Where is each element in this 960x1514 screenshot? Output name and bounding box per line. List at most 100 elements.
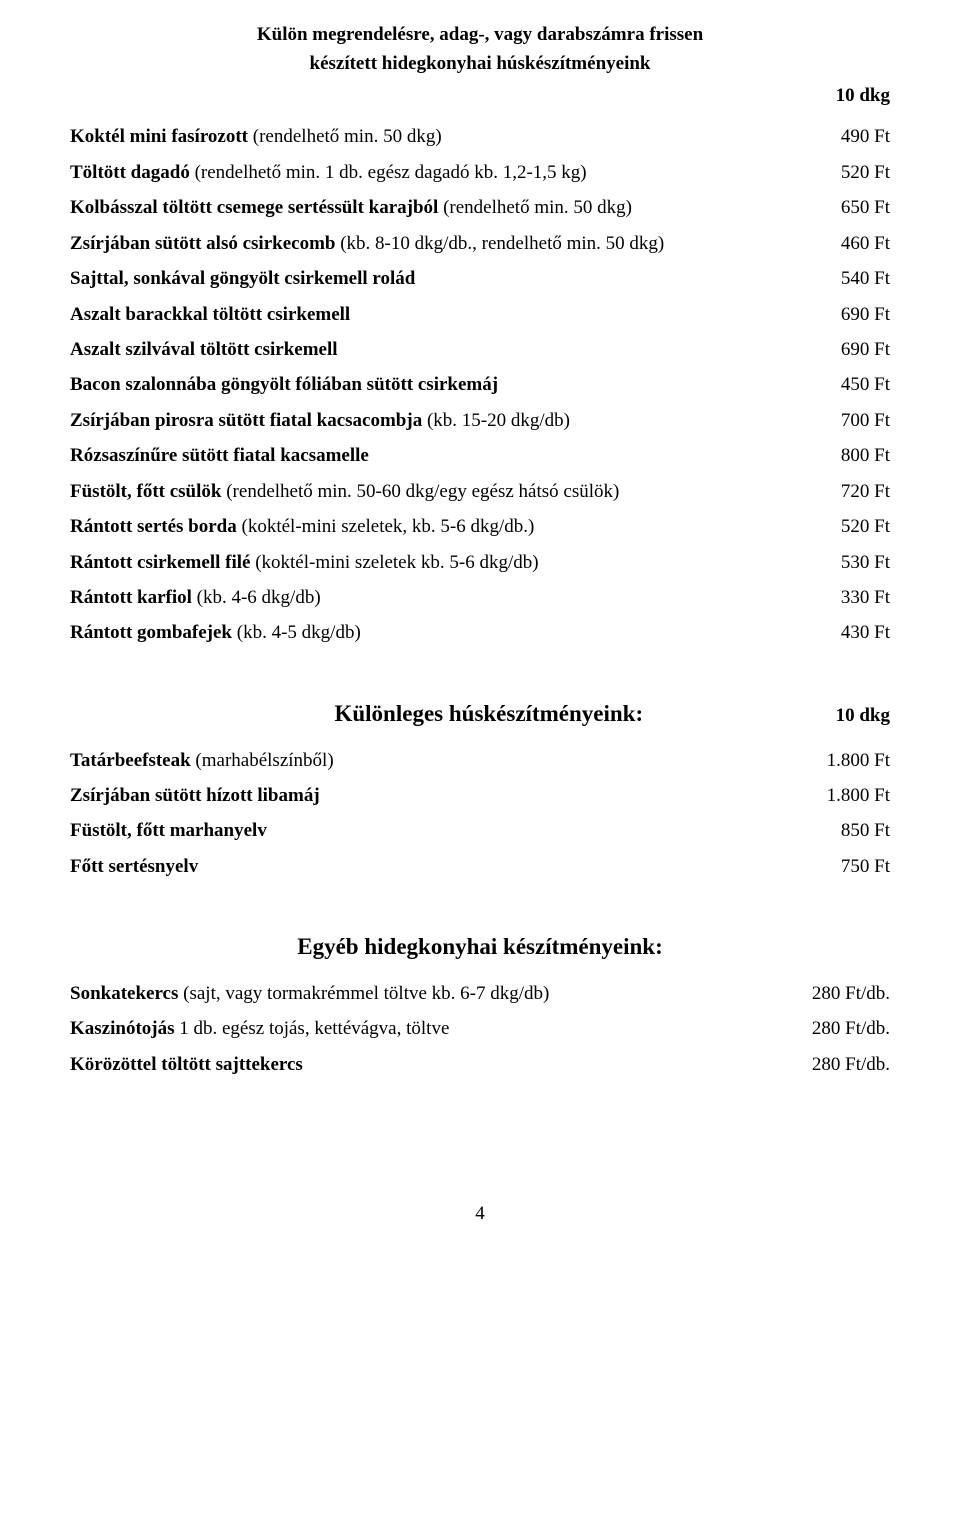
item-price: 530 Ft xyxy=(841,548,890,577)
item-price: 800 Ft xyxy=(841,441,890,470)
heading-line-1: Külön megrendelésre, adag-, vagy darabsz… xyxy=(70,20,890,49)
item-description: Rántott karfiol (kb. 4-6 dkg/db) xyxy=(70,583,841,612)
item-description: Zsírjában pirosra sütött fiatal kacsacom… xyxy=(70,406,841,435)
section3-item-list: Sonkatekercs (sajt, vagy tormakrémmel tö… xyxy=(70,979,890,1079)
item-name: Füstölt, főtt marhanyelv xyxy=(70,820,267,841)
item-description: Koktél mini fasírozott (rendelhető min. … xyxy=(70,122,841,151)
item-name: Kolbásszal töltött csemege sertéssült ka… xyxy=(70,197,438,218)
price-row: Tatárbeefsteak (marhabélszínből)1.800 Ft xyxy=(70,746,890,775)
price-row: Rántott csirkemell filé (koktél-mini sze… xyxy=(70,548,890,577)
item-price: 520 Ft xyxy=(841,158,890,187)
price-row: Rántott sertés borda (koktél-mini szelet… xyxy=(70,512,890,541)
section3-title: Egyéb hidegkonyhai készítményeink: xyxy=(70,929,890,965)
item-price: 750 Ft xyxy=(841,852,890,881)
item-details: (kb. 4-6 dkg/db) xyxy=(192,587,321,608)
item-description: Sajttal, sonkával göngyölt csirkemell ro… xyxy=(70,264,841,293)
item-description: Füstölt, főtt csülök (rendelhető min. 50… xyxy=(70,477,841,506)
item-name: Zsírjában sütött alsó csirkecomb xyxy=(70,233,335,254)
item-name: Rántott csirkemell filé xyxy=(70,552,250,573)
item-description: Zsírjában sütött alsó csirkecomb (kb. 8-… xyxy=(70,229,841,258)
price-row: Kolbásszal töltött csemege sertéssült ka… xyxy=(70,193,890,222)
item-price: 720 Ft xyxy=(841,477,890,506)
section2-title: Különleges húskészítményeink: xyxy=(70,696,836,732)
item-description: Rózsaszínűre sütött fiatal kacsamelle xyxy=(70,441,841,470)
item-price: 1.800 Ft xyxy=(827,781,890,810)
section2-heading: Különleges húskészítményeink: 10 dkg xyxy=(70,696,890,732)
item-details: (rendelhető min. 50 dkg) xyxy=(438,197,632,218)
item-details: (kb. 8-10 dkg/db., rendelhető min. 50 dk… xyxy=(335,233,664,254)
price-row: Aszalt szilvával töltött csirkemell 690 F… xyxy=(70,335,890,364)
main-heading: Külön megrendelésre, adag-, vagy darabsz… xyxy=(70,20,890,110)
item-details: (rendelhető min. 50-60 dkg/egy egész hát… xyxy=(221,481,619,502)
price-row: Főtt sertésnyelv 750 Ft xyxy=(70,852,890,881)
section2-unit: 10 dkg xyxy=(836,701,890,730)
item-name: Aszalt szilvával töltött csirkemell xyxy=(70,339,338,360)
price-row: Koktél mini fasírozott (rendelhető min. … xyxy=(70,122,890,151)
price-row: Rántott gombafejek (kb. 4-5 dkg/db)430 F… xyxy=(70,618,890,647)
item-price: 700 Ft xyxy=(841,406,890,435)
item-details: 1 db. egész tojás, kettévágva, töltve xyxy=(175,1018,450,1039)
price-row: Kaszinótojás 1 db. egész tojás, kettévág… xyxy=(70,1014,890,1043)
item-name: Rántott karfiol xyxy=(70,587,192,608)
item-price: 650 Ft xyxy=(841,193,890,222)
item-details: (rendelhető min. 1 db. egész dagadó kb. … xyxy=(190,162,587,183)
price-row: Zsírjában sütött hízott libamáj 1.800 Ft xyxy=(70,781,890,810)
price-row: Sajttal, sonkával göngyölt csirkemell ro… xyxy=(70,264,890,293)
item-name: Töltött dagadó xyxy=(70,162,190,183)
item-name: Koktél mini fasírozott xyxy=(70,126,248,147)
item-price: 280 Ft/db. xyxy=(812,1014,890,1043)
price-row: Körözöttel töltött sajttekercs280 Ft/db. xyxy=(70,1050,890,1079)
price-row: Rántott karfiol (kb. 4-6 dkg/db)330 Ft xyxy=(70,583,890,612)
item-name: Főtt sertésnyelv xyxy=(70,856,198,877)
item-details: (kb. 4-5 dkg/db) xyxy=(232,622,361,643)
item-description: Zsírjában sütött hízott libamáj xyxy=(70,781,827,810)
price-row: Sonkatekercs (sajt, vagy tormakrémmel tö… xyxy=(70,979,890,1008)
item-price: 450 Ft xyxy=(841,370,890,399)
heading-unit: 10 dkg xyxy=(70,81,890,110)
item-name: Füstölt, főtt csülök xyxy=(70,481,221,502)
item-name: Zsírjában sütött hízott libamáj xyxy=(70,785,320,806)
item-price: 490 Ft xyxy=(841,122,890,151)
item-price: 690 Ft xyxy=(841,300,890,329)
item-price: 690 Ft xyxy=(841,335,890,364)
item-name: Bacon szalonnába göngyölt fóliában sütöt… xyxy=(70,374,498,395)
item-details: (marhabélszínből) xyxy=(191,750,334,771)
item-description: Sonkatekercs (sajt, vagy tormakrémmel tö… xyxy=(70,979,812,1008)
item-description: Rántott csirkemell filé (koktél-mini sze… xyxy=(70,548,841,577)
item-description: Körözöttel töltött sajttekercs xyxy=(70,1050,812,1079)
item-details: (koktél-mini szeletek kb. 5-6 dkg/db) xyxy=(250,552,538,573)
item-price: 1.800 Ft xyxy=(827,746,890,775)
item-name: Tatárbeefsteak xyxy=(70,750,191,771)
price-row: Zsírjában pirosra sütött fiatal kacsacom… xyxy=(70,406,890,435)
item-description: Tatárbeefsteak (marhabélszínből) xyxy=(70,746,827,775)
item-name: Kaszinótojás xyxy=(70,1018,175,1039)
item-name: Rántott sertés borda xyxy=(70,516,237,537)
item-price: 280 Ft/db. xyxy=(812,979,890,1008)
page-number: 4 xyxy=(70,1199,890,1228)
heading-line-2: készített hidegkonyhai húskészítményeink xyxy=(70,49,890,78)
item-description: Töltött dagadó (rendelhető min. 1 db. eg… xyxy=(70,158,841,187)
item-description: Bacon szalonnába göngyölt fóliában sütöt… xyxy=(70,370,841,399)
item-description: Kolbásszal töltött csemege sertéssült ka… xyxy=(70,193,841,222)
item-name: Körözöttel töltött sajttekercs xyxy=(70,1054,303,1075)
item-price: 430 Ft xyxy=(841,618,890,647)
item-details: (kb. 15-20 dkg/db) xyxy=(422,410,570,431)
item-description: Rántott sertés borda (koktél-mini szelet… xyxy=(70,512,841,541)
item-name: Aszalt barackkal töltött csirkemell xyxy=(70,304,350,325)
item-details: (sajt, vagy tormakrémmel töltve kb. 6-7 … xyxy=(178,983,549,1004)
item-description: Főtt sertésnyelv xyxy=(70,852,841,881)
price-row: Füstölt, főtt csülök (rendelhető min. 50… xyxy=(70,477,890,506)
item-name: Sajttal, sonkával göngyölt csirkemell ro… xyxy=(70,268,415,289)
item-price: 460 Ft xyxy=(841,229,890,258)
price-row: Töltött dagadó (rendelhető min. 1 db. eg… xyxy=(70,158,890,187)
item-details: (koktél-mini szeletek, kb. 5-6 dkg/db.) xyxy=(237,516,535,537)
main-item-list: Koktél mini fasírozott (rendelhető min. … xyxy=(70,122,890,648)
item-name: Rántott gombafejek xyxy=(70,622,232,643)
item-name: Sonkatekercs xyxy=(70,983,178,1004)
price-row: Füstölt, főtt marhanyelv850 Ft xyxy=(70,816,890,845)
item-description: Aszalt barackkal töltött csirkemell xyxy=(70,300,841,329)
item-description: Rántott gombafejek (kb. 4-5 dkg/db) xyxy=(70,618,841,647)
price-row: Bacon szalonnába göngyölt fóliában sütöt… xyxy=(70,370,890,399)
item-details: (rendelhető min. 50 dkg) xyxy=(248,126,442,147)
price-row: Aszalt barackkal töltött csirkemell 690 F… xyxy=(70,300,890,329)
